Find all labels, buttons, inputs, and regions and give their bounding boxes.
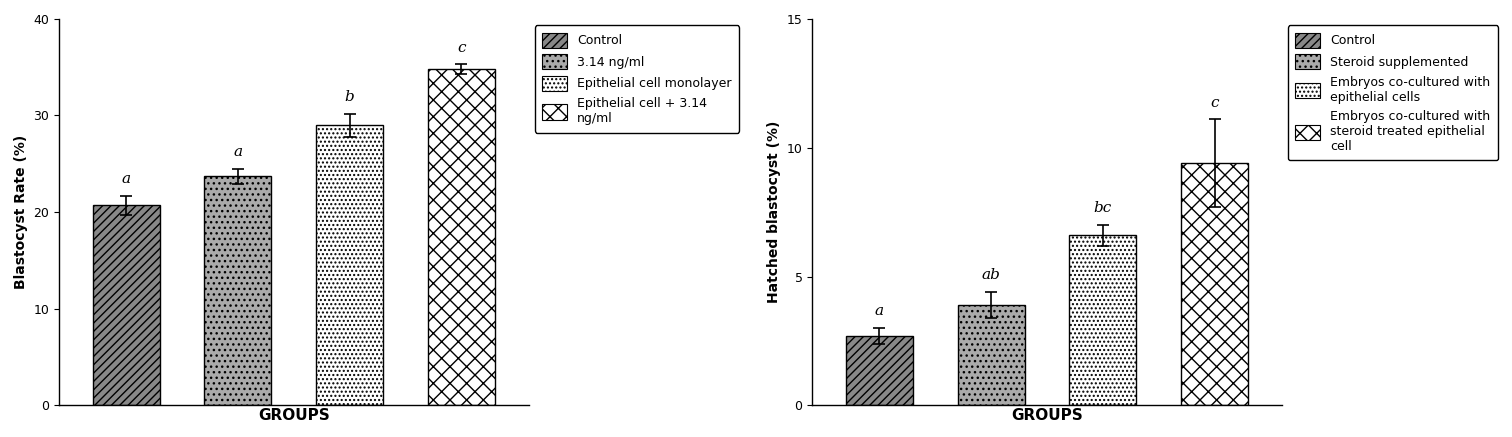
Text: ab: ab	[981, 268, 1001, 282]
Bar	[316, 125, 383, 406]
Bar	[845, 336, 913, 406]
Legend: Control, Steroid supplemented, Embryos co-cultured with
epithelial cells, Embryo: Control, Steroid supplemented, Embryos c…	[1288, 25, 1498, 160]
Y-axis label: Hatched blastocyst (%): Hatched blastocyst (%)	[767, 121, 782, 303]
Bar	[1181, 163, 1249, 406]
Text: b: b	[345, 90, 354, 104]
Legend: Control, 3.14 ng/ml, Epithelial cell monolayer, Epithelial cell + 3.14
ng/ml: Control, 3.14 ng/ml, Epithelial cell mon…	[535, 25, 739, 133]
Text: c: c	[457, 41, 466, 55]
Bar	[204, 177, 272, 406]
Text: bc: bc	[1093, 201, 1111, 215]
Bar	[957, 305, 1025, 406]
Text: a: a	[875, 305, 885, 319]
Bar	[1069, 235, 1137, 406]
Y-axis label: Blastocyst Rate (%): Blastocyst Rate (%)	[14, 135, 27, 289]
Text: a: a	[121, 172, 130, 186]
Bar	[92, 205, 160, 406]
X-axis label: GROUPS: GROUPS	[1012, 408, 1083, 423]
X-axis label: GROUPS: GROUPS	[259, 408, 330, 423]
Text: c: c	[1211, 96, 1219, 110]
Text: a: a	[233, 145, 242, 159]
Bar	[428, 69, 494, 406]
